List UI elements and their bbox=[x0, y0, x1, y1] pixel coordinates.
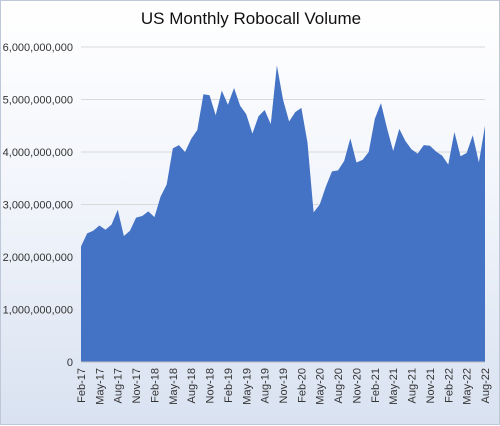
x-tick-label: Feb-18 bbox=[149, 368, 161, 403]
x-tick-label: May-21 bbox=[388, 368, 400, 405]
y-tick-label: 1,000,000,000 bbox=[3, 305, 73, 317]
x-tick-label: Nov-20 bbox=[351, 368, 363, 403]
x-tick-label: May-18 bbox=[168, 368, 180, 405]
x-tick-label: Feb-20 bbox=[296, 368, 308, 403]
x-tick-label: Aug-19 bbox=[260, 368, 272, 403]
x-tick-label: May-20 bbox=[315, 368, 327, 405]
x-tick-label: Aug-17 bbox=[113, 368, 125, 403]
x-tick-label: Aug-18 bbox=[186, 368, 198, 403]
series-area bbox=[81, 65, 485, 362]
x-tick-label: May-19 bbox=[241, 368, 253, 405]
x-tick-label: Nov-19 bbox=[278, 368, 290, 403]
y-tick-label: 4,000,000,000 bbox=[3, 147, 73, 159]
chart-title: US Monthly Robocall Volume bbox=[140, 9, 362, 28]
x-tick-label: Aug-22 bbox=[480, 368, 492, 403]
x-tick-label: Feb-19 bbox=[223, 368, 235, 403]
y-tick-label: 2,000,000,000 bbox=[3, 252, 73, 264]
y-tick-label: 0 bbox=[67, 357, 73, 369]
x-tick-label: Nov-21 bbox=[425, 368, 437, 403]
x-tick-label: Feb-22 bbox=[443, 368, 455, 403]
x-tick-label: Aug-20 bbox=[333, 368, 345, 403]
x-tick-label: Aug-21 bbox=[407, 368, 419, 403]
y-tick-label: 6,000,000,000 bbox=[3, 42, 73, 54]
y-tick-label: 5,000,000,000 bbox=[3, 95, 73, 107]
x-tick-label: May-22 bbox=[462, 368, 474, 405]
x-tick-label: Feb-21 bbox=[370, 368, 382, 403]
y-tick-label: 3,000,000,000 bbox=[3, 200, 73, 212]
x-tick-label: Nov-17 bbox=[131, 368, 143, 403]
x-tick-label: Feb-17 bbox=[76, 368, 88, 403]
x-tick-label: May-17 bbox=[94, 368, 106, 405]
x-tick-label: Nov-18 bbox=[205, 368, 217, 403]
